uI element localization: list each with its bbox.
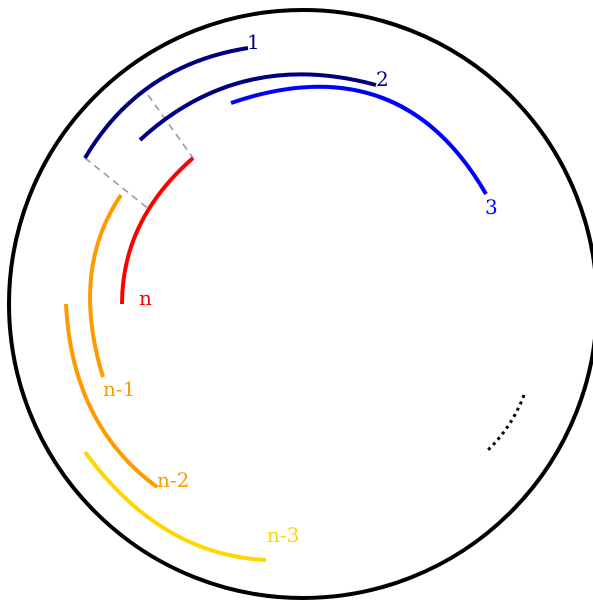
arc-1-label: 1 — [247, 30, 260, 54]
arc-3 — [230, 84, 488, 196]
arc-n-3-label: n-3 — [267, 523, 299, 547]
arc-n-2-label: n-2 — [157, 468, 189, 492]
outer-circle — [7, 8, 593, 600]
arc-n-3 — [83, 450, 267, 562]
arc-n-label: n — [139, 286, 152, 310]
arc-n-1-label: n-1 — [103, 377, 135, 401]
arc-1 — [83, 46, 249, 160]
arc-n-2 — [64, 303, 159, 489]
ellipsis-dots — [485, 394, 526, 453]
arc-n — [120, 156, 195, 305]
arc-2 — [138, 72, 377, 142]
guide-dashed-upper — [147, 94, 194, 159]
arc-n-1 — [88, 193, 123, 378]
arc-3-label: 3 — [485, 195, 498, 219]
arc-2-label: 2 — [376, 67, 389, 91]
guide-dashed-lower — [84, 157, 151, 211]
